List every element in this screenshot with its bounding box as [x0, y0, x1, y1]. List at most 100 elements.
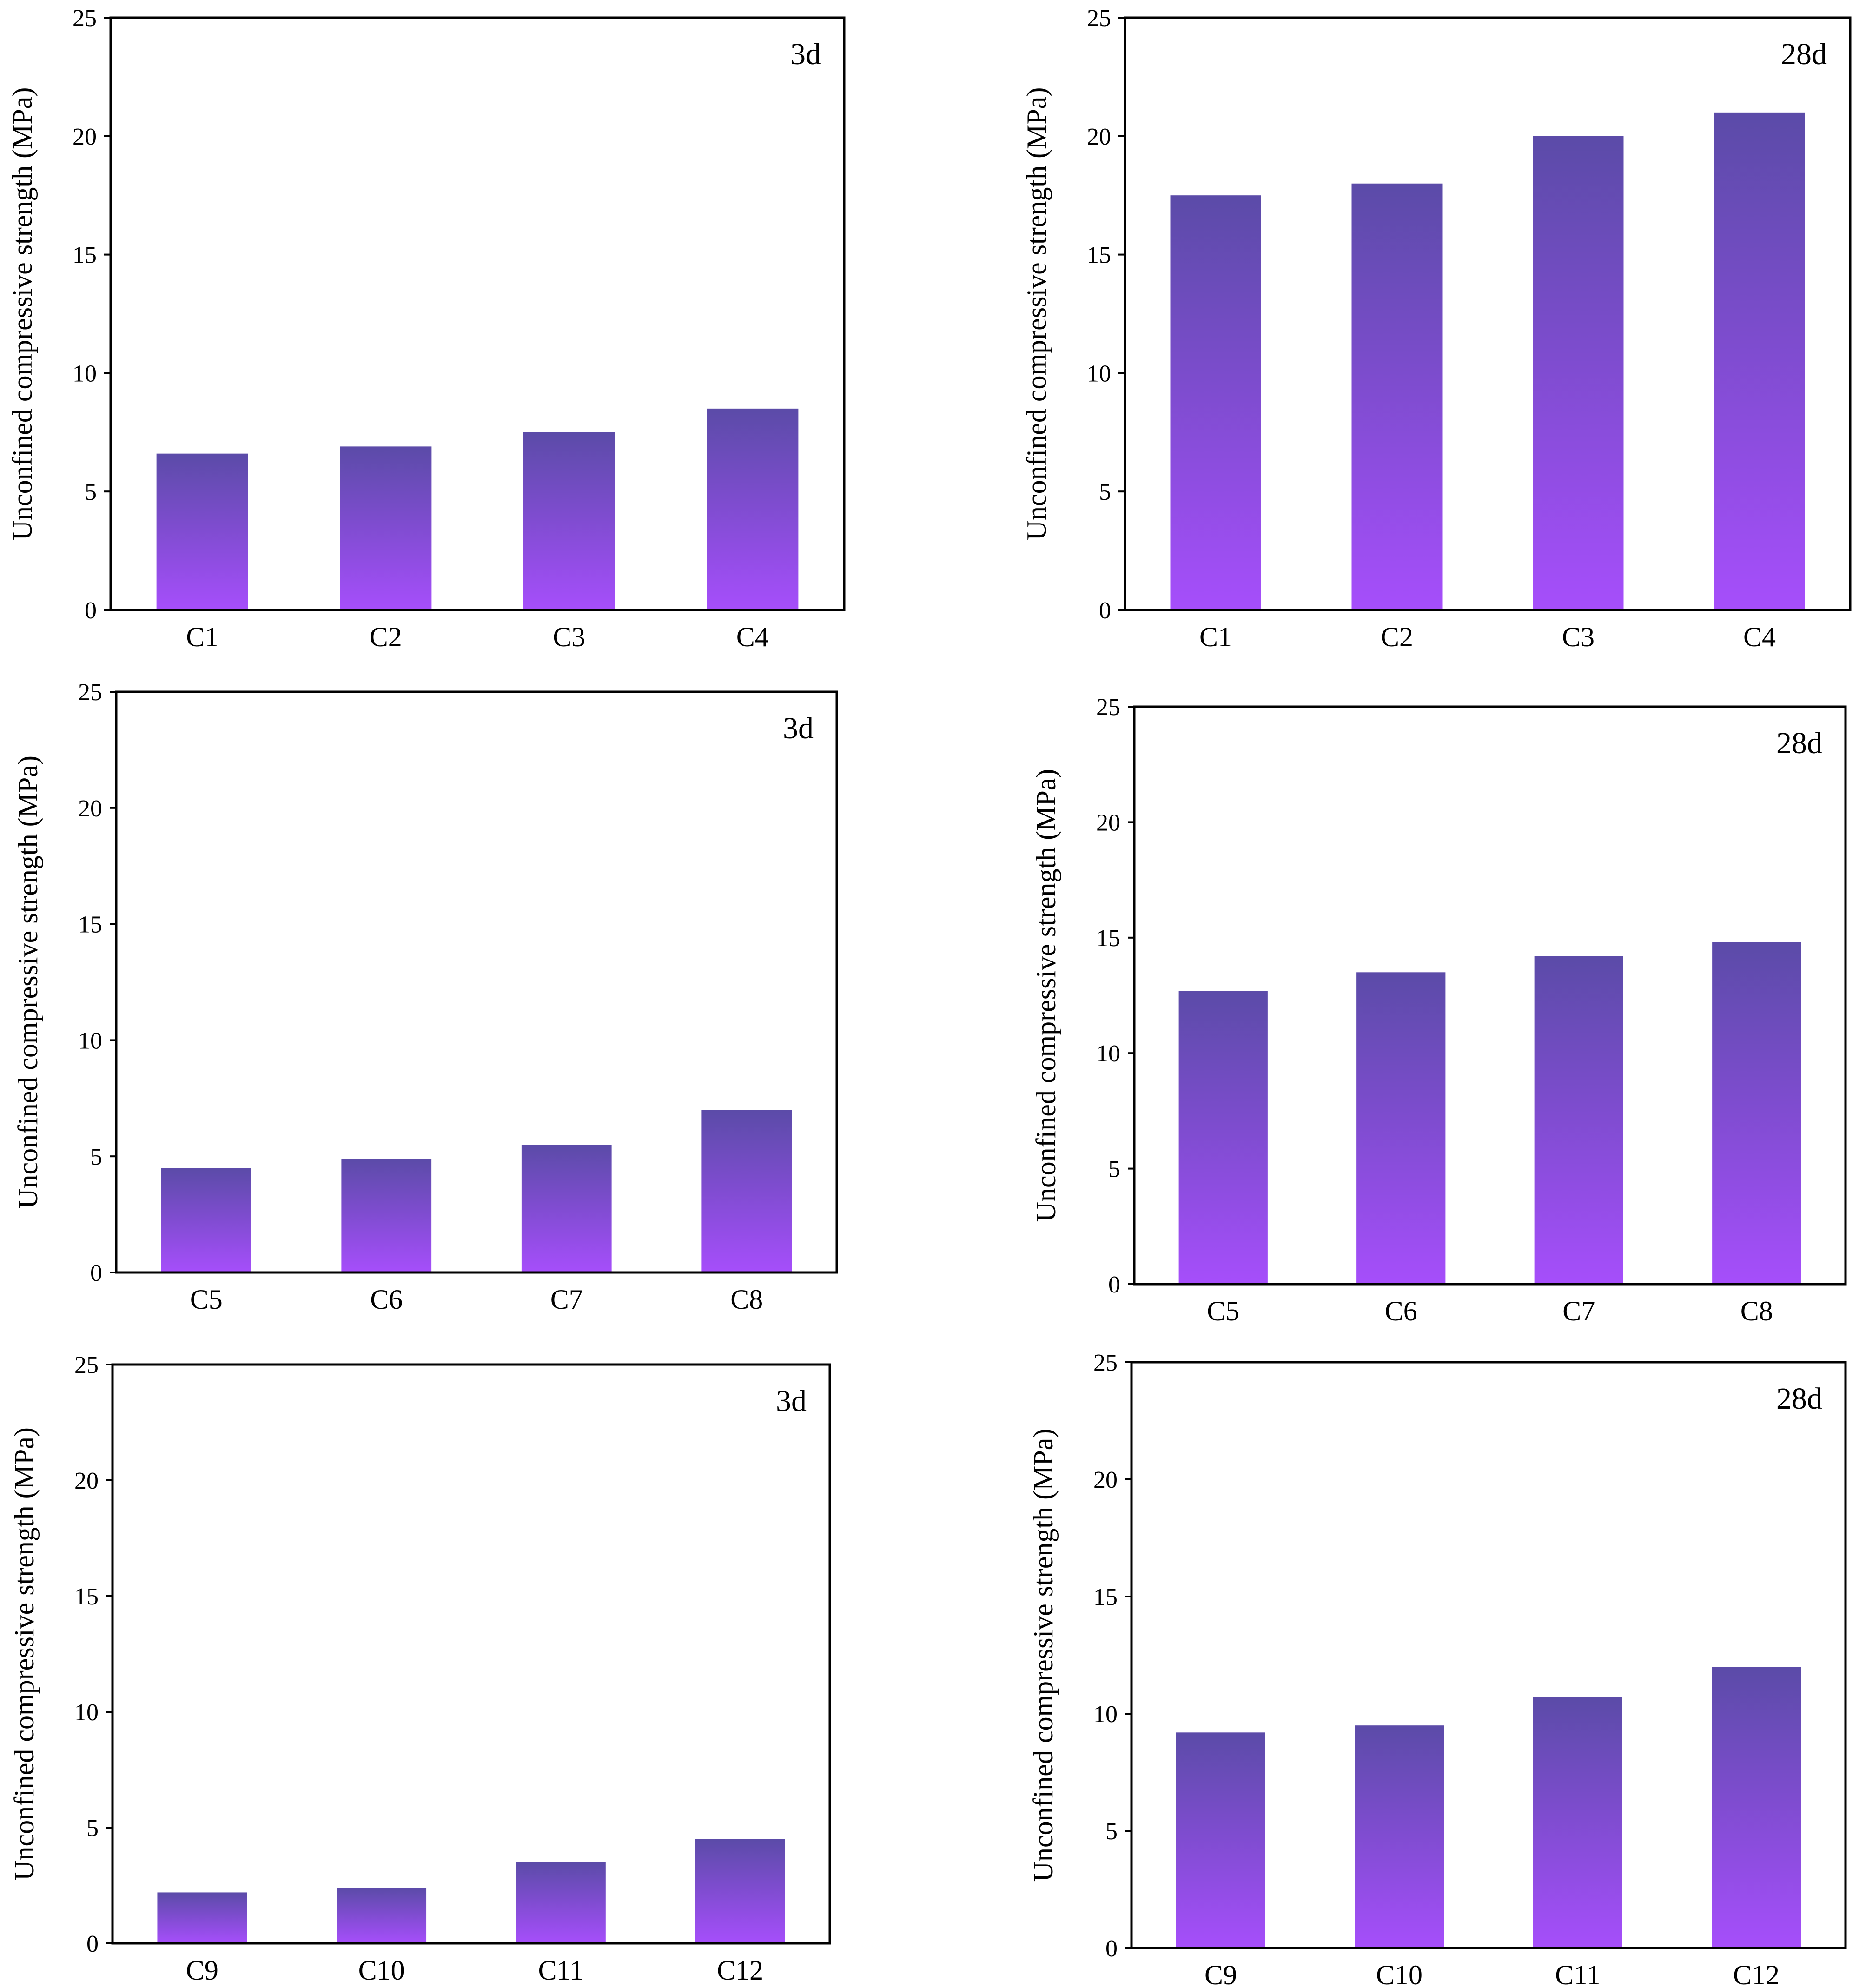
y-tick-label: 15 — [78, 912, 102, 938]
x-tick-label: C3 — [553, 622, 585, 652]
y-tick-label: 0 — [1105, 1935, 1118, 1962]
y-tick-label: 10 — [78, 1027, 102, 1054]
y-axis-label: Unconfined compressive strength (MPa) — [13, 755, 43, 1209]
bar-c4 — [707, 408, 799, 610]
y-tick-label: 15 — [1096, 925, 1120, 952]
y-tick-label: 0 — [1099, 597, 1111, 624]
x-tick-label: C1 — [186, 622, 218, 652]
bar-c8 — [1712, 942, 1801, 1284]
y-tick-label: 20 — [78, 795, 102, 822]
y-tick-label: 10 — [74, 1699, 99, 1726]
x-tick-label: C8 — [730, 1284, 763, 1315]
y-axis-label: Unconfined compressive strength (MPa) — [7, 87, 38, 541]
y-tick-label: 5 — [85, 479, 97, 505]
y-tick-label: 10 — [1096, 1040, 1120, 1067]
bar-c3 — [1533, 136, 1624, 610]
x-tick-label: C10 — [358, 1955, 405, 1986]
y-tick-label: 5 — [1099, 479, 1111, 505]
y-axis-label: Unconfined compressive strength (MPa) — [9, 1427, 40, 1881]
chart-panel-2: C1 C2 C3 C4 0 5 10 15 20 25 Unconfined compressive… — [1021, 5, 1852, 652]
bar-c1 — [156, 453, 248, 610]
panel-age-label: 3d — [783, 711, 814, 745]
bar-c12 — [1712, 1667, 1801, 1948]
y-tick-label: 25 — [1093, 1350, 1118, 1376]
bar-c9 — [157, 1892, 247, 1943]
y-tick-label: 5 — [1108, 1156, 1120, 1183]
x-tick-label: C4 — [1743, 622, 1776, 652]
panel-age-label: 28d — [1781, 37, 1827, 71]
y-tick-label: 0 — [90, 1260, 102, 1286]
x-tick-label: C7 — [550, 1284, 583, 1315]
panel-age-label: 28d — [1776, 726, 1822, 760]
x-tick-label: C12 — [717, 1955, 763, 1986]
y-axis-label: Unconfined compressive strength (MPa) — [1031, 769, 1061, 1222]
plot-frame — [111, 1363, 831, 1945]
chart-panel-3: C5 C6 C7 C8 0 5 10 15 20 25 Unconfined compressive… — [13, 679, 838, 1315]
y-tick-label: 15 — [74, 1584, 99, 1610]
bar-c5 — [1178, 991, 1268, 1284]
y-tick-label: 0 — [85, 597, 97, 624]
y-tick-label: 20 — [1087, 124, 1111, 150]
x-tick-label: C11 — [538, 1955, 583, 1986]
y-axis-label: Unconfined compressive strength (MPa) — [1021, 87, 1052, 541]
y-tick-label: 25 — [1096, 694, 1120, 721]
x-tick-label: C2 — [1381, 622, 1413, 652]
y-tick-label: 10 — [73, 360, 97, 387]
bar-c11 — [1533, 1697, 1622, 1948]
chart-panel-6: C9 C10 C11 C12 0 5 10 15 20 25 Unconfined compress… — [1028, 1350, 1847, 1988]
bar-c7 — [1534, 956, 1623, 1284]
bar-c12 — [695, 1839, 785, 1943]
y-tick-label: 15 — [1087, 242, 1111, 269]
x-tick-label: C8 — [1740, 1296, 1773, 1326]
plot-frame — [1133, 705, 1847, 1286]
x-tick-label: C5 — [1207, 1296, 1239, 1326]
y-tick-label: 0 — [1108, 1272, 1120, 1298]
bar-c2 — [1351, 183, 1443, 610]
x-tick-label: C7 — [1562, 1296, 1595, 1326]
x-tick-label: C11 — [1555, 1960, 1601, 1988]
y-tick-label: 0 — [86, 1931, 99, 1957]
y-tick-label: 20 — [1096, 809, 1120, 836]
y-tick-label: 10 — [1093, 1701, 1118, 1728]
y-tick-label: 25 — [73, 5, 97, 32]
x-tick-label: C9 — [1204, 1960, 1237, 1988]
bar-c9 — [1176, 1732, 1265, 1948]
plot-frame — [1130, 1361, 1847, 1949]
panel-age-label: 28d — [1776, 1382, 1822, 1416]
plot-frame — [115, 690, 838, 1274]
bar-c3 — [523, 432, 615, 610]
bar-c4 — [1714, 112, 1805, 610]
y-tick-label: 20 — [74, 1468, 99, 1494]
y-tick-label: 20 — [73, 124, 97, 150]
x-tick-label: C12 — [1733, 1960, 1780, 1988]
panel-age-label: 3d — [776, 1384, 807, 1418]
bar-c11 — [516, 1862, 606, 1943]
x-tick-label: C1 — [1199, 622, 1232, 652]
chart-panel-5: C9 C10 C11 C12 0 5 10 15 20 25 Unconfined compress… — [9, 1352, 831, 1986]
plot-frame — [109, 16, 846, 611]
y-tick-label: 15 — [1093, 1584, 1118, 1610]
bar-c2 — [340, 446, 432, 610]
x-tick-label: C9 — [186, 1955, 218, 1986]
x-tick-label: C4 — [736, 622, 769, 652]
y-axis-label: Unconfined compressive strength (MPa) — [1028, 1429, 1059, 1882]
panel-age-label: 3d — [790, 37, 821, 71]
bar-c7 — [521, 1145, 612, 1272]
bar-c1 — [1170, 195, 1261, 610]
x-tick-label: C5 — [190, 1284, 223, 1315]
bar-c8 — [701, 1110, 792, 1272]
chart-panel-1: C1 C2 C3 C4 0 5 10 15 20 25 Unconfined compressive… — [7, 5, 846, 652]
x-tick-label: C6 — [1385, 1296, 1417, 1326]
y-tick-label: 5 — [90, 1144, 102, 1170]
bar-c6 — [341, 1159, 432, 1272]
bar-c6 — [1356, 972, 1446, 1284]
x-tick-label: C2 — [370, 622, 402, 652]
y-tick-label: 10 — [1087, 360, 1111, 387]
y-tick-label: 5 — [86, 1815, 99, 1842]
y-tick-label: 25 — [74, 1352, 99, 1378]
y-tick-label: 5 — [1105, 1818, 1118, 1845]
bar-c10 — [337, 1888, 427, 1943]
y-tick-label: 20 — [1093, 1467, 1118, 1493]
bar-c10 — [1355, 1725, 1444, 1948]
